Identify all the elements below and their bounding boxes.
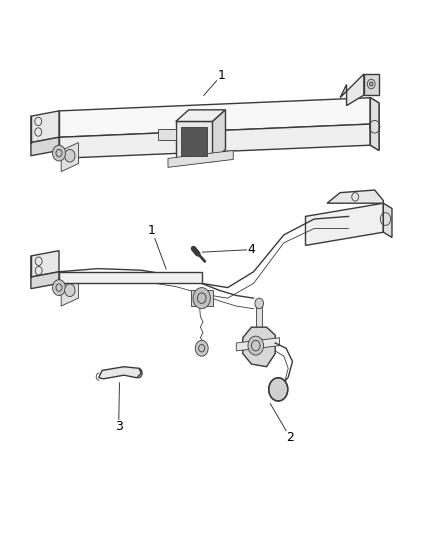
- Polygon shape: [176, 122, 212, 161]
- Polygon shape: [364, 74, 379, 95]
- Polygon shape: [31, 138, 59, 156]
- Polygon shape: [340, 74, 364, 106]
- Polygon shape: [61, 277, 78, 306]
- Circle shape: [195, 341, 208, 356]
- Text: 4: 4: [247, 243, 255, 256]
- Polygon shape: [191, 290, 212, 306]
- Text: 1: 1: [148, 224, 156, 237]
- Polygon shape: [176, 110, 226, 122]
- Polygon shape: [327, 190, 383, 203]
- Text: 3: 3: [115, 421, 123, 433]
- Circle shape: [193, 288, 210, 309]
- Polygon shape: [61, 142, 78, 172]
- Polygon shape: [31, 251, 59, 277]
- Polygon shape: [31, 272, 59, 289]
- Polygon shape: [59, 124, 371, 158]
- Polygon shape: [212, 110, 226, 161]
- Polygon shape: [383, 203, 392, 238]
- Polygon shape: [159, 130, 176, 140]
- Circle shape: [370, 82, 373, 86]
- Polygon shape: [371, 98, 379, 150]
- Circle shape: [53, 280, 66, 295]
- Polygon shape: [243, 327, 275, 367]
- Circle shape: [65, 149, 75, 162]
- Polygon shape: [236, 338, 279, 351]
- Polygon shape: [31, 111, 59, 142]
- Polygon shape: [181, 127, 207, 156]
- Circle shape: [269, 378, 288, 401]
- Polygon shape: [256, 306, 262, 327]
- Text: 1: 1: [217, 69, 225, 82]
- Polygon shape: [99, 367, 141, 379]
- Polygon shape: [59, 272, 202, 284]
- Circle shape: [255, 298, 264, 309]
- Circle shape: [65, 284, 75, 296]
- Polygon shape: [59, 98, 371, 138]
- Polygon shape: [305, 203, 383, 245]
- Text: 2: 2: [286, 431, 294, 445]
- Polygon shape: [168, 150, 233, 167]
- Circle shape: [53, 145, 66, 161]
- Circle shape: [248, 336, 264, 355]
- Polygon shape: [371, 98, 379, 150]
